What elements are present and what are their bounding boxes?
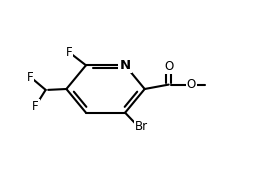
Text: N: N [120,59,131,72]
Text: O: O [164,60,173,73]
Text: O: O [187,78,196,91]
Text: F: F [66,46,72,59]
Text: F: F [27,71,33,84]
Text: F: F [32,100,39,113]
Text: Br: Br [135,120,148,133]
